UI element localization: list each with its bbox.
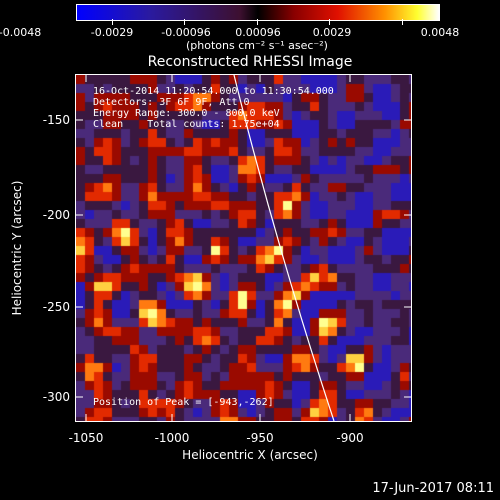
x-tick: -1050	[68, 431, 104, 445]
reconstructed-image-heatmap	[76, 75, 411, 421]
footer-date: 17-Jun-2017 08:11	[372, 481, 494, 496]
colorbar-gradient	[77, 5, 439, 20]
y-tick: -300	[42, 390, 70, 404]
x-axis-label: Heliocentric X (arcsec)	[182, 448, 318, 462]
annotation-clean: Clean Total counts: 1.75e+04	[93, 119, 280, 130]
annotation-time: 16-Oct-2014 11:20:54.000 to 11:30:54.000	[93, 86, 334, 97]
colorbar-tick: 0.0048	[420, 26, 460, 39]
image-frame	[75, 74, 412, 422]
colorbar	[76, 4, 440, 21]
y-axis-label: Heliocentric Y (arcsec)	[10, 180, 24, 316]
colorbar-tick: -0.00096	[161, 26, 211, 39]
annotation-detectors: Detectors: 3F 6F 9F, Att 0	[93, 97, 250, 108]
limb-line	[233, 75, 335, 421]
plot-title: Reconstructed RHESSI Image	[147, 54, 353, 70]
colorbar-tick: -0.0029	[90, 26, 134, 39]
annotation-energy: Energy Range: 300.0 - 800.0 keV	[93, 108, 280, 119]
x-tick: -900	[336, 431, 364, 445]
colorbar-tick: 0.00096	[235, 26, 281, 39]
y-tick: -150	[42, 113, 70, 127]
colorbar-unit-label: (photons cm⁻² s⁻¹ asec⁻²)	[186, 39, 328, 52]
observation-annotations: 16-Oct-2014 11:20:54.000 to 11:30:54.000…	[93, 86, 334, 130]
y-tick: -200	[42, 208, 70, 222]
peak-position-label: Position of Peak = [-943,-262]	[93, 397, 274, 408]
colorbar-tick: 0.0029	[312, 26, 352, 39]
x-tick: -950	[246, 431, 274, 445]
x-tick: -1000	[154, 431, 190, 445]
y-tick: -250	[42, 300, 70, 314]
colorbar-tickmarks	[76, 4, 440, 25]
colorbar-tick: -0.0048	[0, 26, 42, 39]
